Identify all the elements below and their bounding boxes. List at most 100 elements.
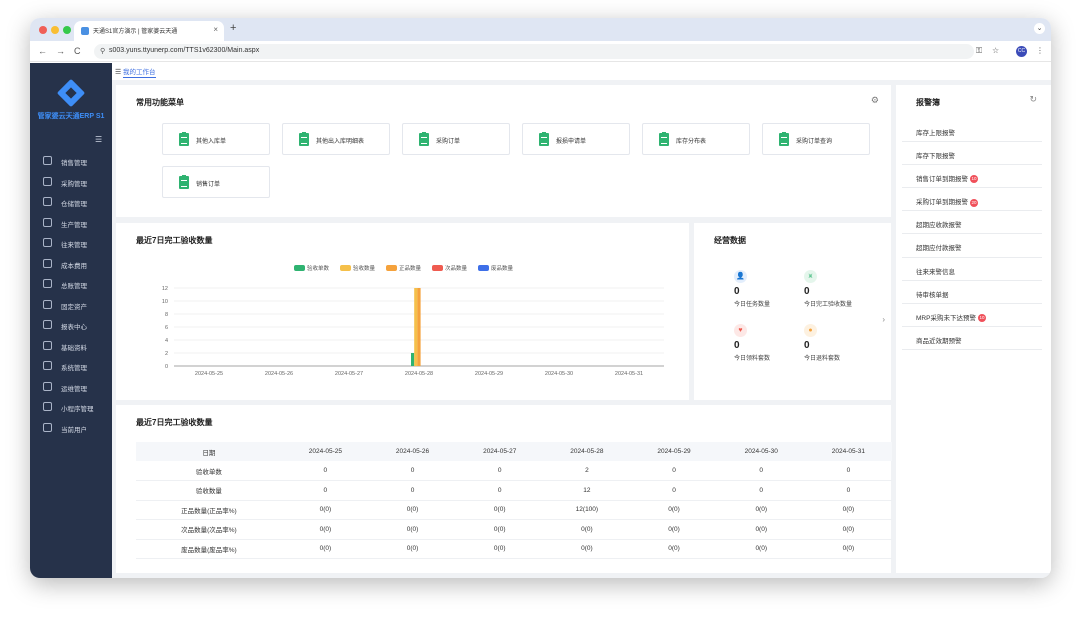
- table-cell: 2: [543, 461, 631, 481]
- function-button[interactable]: 库存分布表: [642, 123, 750, 155]
- sidebar-item[interactable]: 采购管理: [30, 172, 112, 193]
- alert-item[interactable]: 超期应收款报警: [902, 211, 1042, 235]
- bar[interactable]: [411, 353, 415, 366]
- person-icon: 👤: [734, 270, 747, 283]
- refresh-icon[interactable]: ↻: [1029, 94, 1037, 104]
- y-tick-label: 6: [165, 325, 168, 331]
- alert-item[interactable]: 往来来警信息: [902, 258, 1042, 281]
- profile-avatar[interactable]: CC: [1016, 46, 1027, 57]
- clipboard-icon: [659, 132, 669, 146]
- workbench-topbar: ☰ 我的工作台: [112, 63, 1051, 80]
- legend-item[interactable]: 验收数量: [340, 259, 375, 277]
- alert-item[interactable]: 库存下限报警: [902, 142, 1042, 166]
- legend-item[interactable]: 正品数量: [386, 259, 421, 277]
- stat-label: 今日退料套数: [804, 356, 841, 362]
- forward-button[interactable]: →: [56, 46, 65, 56]
- legend-item[interactable]: 验收单数: [294, 259, 329, 277]
- clipboard-icon: [299, 132, 309, 146]
- bar[interactable]: [417, 288, 421, 366]
- table-cell: 0: [717, 480, 805, 501]
- function-button[interactable]: 其他入库单: [162, 123, 270, 155]
- function-button-label: 销售订单: [196, 182, 221, 188]
- reload-button[interactable]: C: [74, 46, 81, 56]
- stat-value: 0: [734, 286, 740, 297]
- function-button[interactable]: 其他出入库明细表: [282, 123, 390, 155]
- alert-item[interactable]: 待审核单据: [902, 281, 1042, 304]
- x-tick-label: 2024-05-30: [545, 371, 573, 377]
- alert-count-badge: 10: [970, 175, 978, 184]
- bar[interactable]: [414, 288, 418, 366]
- alert-item-label: 库存上限报警: [916, 127, 955, 137]
- function-button[interactable]: 采购订单查询: [762, 123, 870, 155]
- new-tab-button[interactable]: +: [230, 22, 237, 34]
- sidebar-menu: 销售管理 采购管理仓储管理生产管理 往来管理 成本费用总账管理固定资产 报表中心 基础资料…: [30, 151, 112, 438]
- x-tick-label: 2024-05-27: [335, 371, 363, 377]
- function-button[interactable]: 销售订单: [162, 166, 270, 198]
- legend-item[interactable]: 废品数量: [478, 259, 513, 277]
- stat-label: 今日领料套数: [734, 356, 771, 362]
- stat-label: 今日完工验收数量: [804, 302, 853, 308]
- sidebar-item[interactable]: 基础资料: [30, 336, 112, 357]
- maximize-window-button[interactable]: [63, 26, 71, 34]
- close-window-button[interactable]: [39, 26, 47, 34]
- sidebar-item[interactable]: 固定资产: [30, 295, 112, 316]
- password-key-icon[interactable]: ⚿: [976, 46, 983, 55]
- sidebar-item[interactable]: 当前用户: [30, 418, 112, 439]
- alert-item[interactable]: 商品近效期预警: [902, 327, 1042, 350]
- settings-icon[interactable]: ⚙: [870, 95, 879, 105]
- browser-menu-icon[interactable]: ⋮: [1036, 46, 1044, 55]
- minimize-window-button[interactable]: [51, 26, 59, 34]
- alert-item[interactable]: 库存上限报警: [902, 119, 1042, 143]
- browser-tab[interactable]: 天通S1官方演示 | 管家婆云天通 ×: [74, 21, 224, 41]
- table-header-cell: 2024-05-31: [804, 442, 892, 461]
- legend-item[interactable]: 次品数量: [432, 259, 467, 277]
- function-button-label: 其他出入库明细表: [316, 139, 365, 145]
- table-cell: 12: [543, 480, 631, 501]
- menu-item-icon: [43, 238, 52, 247]
- menu-item-icon: [43, 340, 52, 350]
- sidebar-item[interactable]: 系统管理: [30, 356, 112, 377]
- sidebar-item-label: 仓储管理: [61, 201, 87, 208]
- back-button[interactable]: ←: [38, 46, 47, 56]
- menu-item-icon: [43, 156, 52, 165]
- sidebar-item[interactable]: 生产管理: [30, 213, 112, 234]
- sidebar-item-label: 运维管理: [61, 385, 87, 393]
- tab-my-workbench[interactable]: 我的工作台: [123, 66, 156, 78]
- bookmark-star-icon[interactable]: ☆: [992, 46, 1000, 55]
- hamburger-icon[interactable]: ☰: [115, 69, 122, 76]
- sidebar-item[interactable]: 总账管理: [30, 274, 112, 295]
- menu-item-icon: [43, 176, 52, 186]
- sidebar-item[interactable]: 仓储管理: [30, 192, 112, 213]
- alert-item-label: 库存下限报警: [916, 150, 955, 160]
- collapse-menu-icon[interactable]: ☰: [95, 135, 103, 144]
- site-info-icon[interactable]: ⚲: [100, 48, 106, 55]
- alert-item[interactable]: MRP采购未下达预警 10: [902, 304, 1042, 327]
- alert-list: 库存上限报警 库存下限报警 销售订单到期报警 10 采购订单到期报警 20 超期应收款报警超…: [902, 119, 1042, 350]
- acceptance-table-panel: 最近7日完工验收数量 日期 2024-05-25 2024-05-26 2024-05…: [116, 405, 892, 573]
- sidebar-item[interactable]: 成本费用: [30, 254, 112, 275]
- sidebar-item[interactable]: 报表中心: [30, 315, 112, 336]
- tab-close-icon[interactable]: ×: [213, 25, 218, 34]
- alert-item[interactable]: 采购订单到期报警 20: [902, 188, 1042, 212]
- sidebar-item[interactable]: 运维管理: [30, 377, 112, 398]
- sidebar-item[interactable]: 小程序管理: [30, 397, 112, 418]
- alert-item[interactable]: 销售订单到期报警 10: [902, 165, 1042, 189]
- menu-item-icon: [43, 402, 52, 411]
- next-arrow-icon[interactable]: ›: [882, 315, 885, 324]
- sidebar-item[interactable]: 销售管理: [30, 151, 112, 172]
- table-cell: 0: [281, 461, 369, 481]
- sidebar-item[interactable]: 往来管理: [30, 233, 112, 254]
- heart-icon: ♥: [734, 324, 747, 337]
- sidebar-item-label: 总账管理: [61, 283, 87, 290]
- function-button-label: 采购订单查询: [796, 139, 833, 145]
- favicon-icon: [81, 27, 89, 35]
- alert-item-text: 销售订单到期报警: [916, 176, 968, 184]
- alert-item-text: 超期应收款报警: [916, 222, 962, 230]
- url-text[interactable]: s003.yuns.ttyunerp.com/TTS1v62300/Main.a…: [109, 47, 260, 54]
- alert-item[interactable]: 超期应付款报警: [902, 234, 1042, 258]
- address-bar[interactable]: ⚲ s003.yuns.ttyunerp.com/TTS1v62300/Main…: [94, 44, 974, 59]
- tab-search-button[interactable]: ⌄: [1034, 23, 1045, 34]
- function-button[interactable]: 报损申请单: [522, 123, 630, 155]
- function-button[interactable]: 采购订单: [402, 123, 510, 155]
- browser-window: 天通S1官方演示 | 管家婆云天通 × + ⌄ ← → C ⚲ s003.yun…: [30, 18, 1051, 578]
